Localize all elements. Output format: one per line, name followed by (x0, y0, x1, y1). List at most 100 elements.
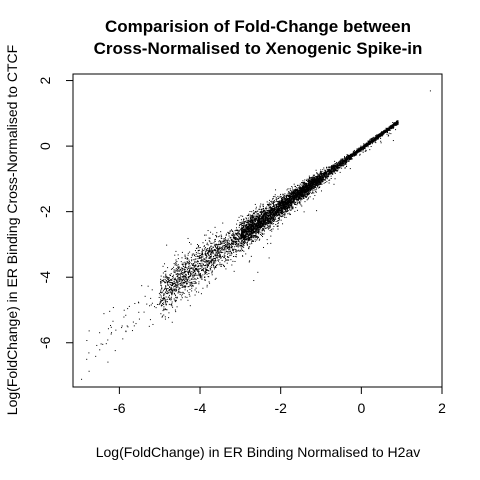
scatter-point (307, 187, 309, 189)
scatter-point (306, 195, 308, 197)
scatter-point (315, 176, 317, 178)
scatter-point (282, 203, 284, 205)
scatter-point (167, 293, 169, 295)
scatter-point (317, 180, 319, 182)
scatter-point (275, 218, 277, 220)
scatter-point (189, 268, 191, 270)
scatter-point (312, 192, 314, 194)
scatter-point (181, 251, 183, 253)
scatter-point (280, 205, 282, 207)
scatter-point (201, 276, 203, 278)
scatter-point (254, 230, 256, 232)
scatter-point (288, 212, 290, 214)
scatter-point (233, 270, 235, 272)
scatter-point (110, 324, 112, 326)
scatter-point (191, 290, 193, 292)
scatter-point (302, 187, 304, 189)
scatter-point (202, 264, 204, 266)
scatter-point (283, 196, 285, 198)
scatter-point (302, 187, 304, 189)
scatter-point (227, 240, 229, 242)
scatter-point (177, 267, 179, 269)
scatter-point (178, 266, 180, 268)
scatter-point (215, 235, 217, 237)
scatter-point (300, 197, 302, 199)
scatter-point (238, 216, 240, 218)
scatter-point (248, 220, 250, 222)
scatter-point (309, 177, 311, 179)
scatter-point (175, 284, 177, 286)
scatter-point (268, 221, 270, 223)
scatter-point (243, 229, 245, 231)
scatter-point (184, 278, 186, 280)
scatter-point (269, 223, 271, 225)
scatter-point (190, 243, 192, 245)
scatter-point (264, 216, 266, 218)
scatter-point (306, 183, 308, 185)
scatter-point (206, 286, 208, 288)
scatter-point (305, 193, 307, 195)
scatter-point (269, 209, 271, 211)
scatter-point (234, 237, 236, 239)
scatter-point (175, 263, 177, 265)
scatter-point (213, 262, 215, 264)
scatter-point (203, 260, 205, 262)
scatter-point (265, 223, 267, 225)
scatter-point (242, 229, 244, 231)
scatter-point (173, 289, 175, 290)
scatter-point (161, 281, 163, 283)
scatter-point (198, 283, 200, 285)
scatter-point (256, 236, 258, 238)
scatter-point (239, 238, 241, 240)
scatter-point (270, 235, 272, 237)
scatter-point (243, 230, 245, 232)
scatter-point (271, 202, 273, 204)
scatter-point (182, 283, 184, 285)
scatter-point (279, 207, 281, 209)
scatter-point (162, 279, 164, 281)
scatter-point (254, 226, 256, 228)
scatter-point (166, 282, 168, 284)
scatter-point (243, 238, 245, 240)
scatter-point (216, 265, 218, 266)
scatter-point (253, 234, 255, 236)
scatter-point (156, 303, 158, 305)
scatter-point (256, 211, 258, 213)
scatter-point (221, 247, 223, 249)
scatter-point (260, 216, 262, 218)
scatter-point (314, 185, 316, 187)
scatter-point (292, 198, 294, 200)
scatter-point (243, 227, 245, 228)
scatter-point (274, 210, 276, 212)
scatter-point (286, 200, 288, 202)
scatter-point (267, 214, 269, 216)
scatter-point (267, 220, 269, 222)
scatter-point (281, 197, 283, 199)
scatter-point (234, 248, 236, 250)
scatter-point (287, 200, 289, 202)
scatter-point (287, 188, 289, 190)
scatter-point (237, 245, 239, 247)
scatter-point (187, 279, 189, 281)
scatter-point (164, 293, 166, 295)
scatter-point (177, 258, 179, 260)
scatter-point (296, 202, 298, 204)
scatter-point (208, 270, 210, 272)
scatter-point (241, 237, 243, 239)
scatter-point (168, 294, 170, 296)
scatter-point (172, 278, 174, 280)
scatter-point (320, 190, 322, 192)
scatter-point (270, 213, 272, 215)
scatter-point (316, 183, 318, 185)
scatter-point (259, 215, 261, 217)
scatter-point (182, 292, 184, 294)
scatter-point (201, 259, 203, 261)
scatter-point (189, 265, 191, 267)
scatter-point (286, 200, 288, 202)
scatter-point (204, 276, 206, 278)
scatter-point (280, 219, 282, 221)
scatter-point (231, 238, 233, 240)
scatter-point (185, 279, 187, 281)
scatter-point (168, 296, 170, 298)
scatter-point (304, 182, 306, 184)
